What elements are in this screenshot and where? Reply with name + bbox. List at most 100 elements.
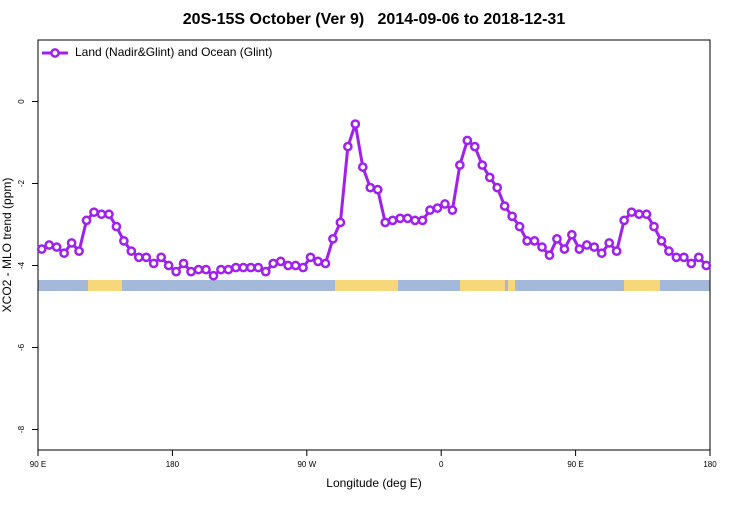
point bbox=[514, 221, 525, 232]
point bbox=[305, 252, 316, 263]
point bbox=[96, 209, 107, 220]
point bbox=[492, 182, 503, 193]
plot-frame bbox=[37, 39, 711, 451]
point bbox=[186, 266, 196, 277]
point bbox=[611, 246, 622, 256]
point bbox=[216, 264, 226, 275]
point bbox=[417, 215, 428, 226]
point bbox=[634, 209, 644, 220]
point bbox=[701, 260, 712, 271]
point bbox=[649, 221, 659, 232]
point bbox=[298, 262, 308, 273]
point bbox=[141, 252, 152, 263]
point bbox=[544, 250, 555, 261]
land-ocean-mask bbox=[38, 280, 710, 291]
point bbox=[133, 252, 144, 263]
y-tick-label: -2 bbox=[17, 179, 26, 187]
point bbox=[679, 252, 689, 263]
point bbox=[656, 236, 667, 246]
x-tick-label: 180 bbox=[703, 460, 717, 469]
point bbox=[238, 262, 249, 273]
point bbox=[111, 221, 122, 232]
point bbox=[604, 238, 615, 248]
point bbox=[260, 266, 271, 277]
point bbox=[522, 236, 532, 246]
point bbox=[268, 258, 279, 269]
point bbox=[119, 236, 129, 246]
point bbox=[350, 119, 361, 129]
point bbox=[447, 205, 458, 215]
x-tick-label: 90 E bbox=[567, 460, 583, 469]
point bbox=[552, 234, 562, 244]
land-band bbox=[460, 280, 505, 291]
point bbox=[529, 236, 540, 246]
point bbox=[231, 262, 241, 273]
land-band bbox=[88, 280, 122, 291]
point bbox=[641, 209, 652, 220]
point bbox=[193, 264, 204, 275]
point bbox=[574, 244, 585, 254]
point bbox=[581, 240, 592, 250]
x-tick-label: 90 W bbox=[297, 460, 316, 469]
point bbox=[201, 264, 211, 275]
point bbox=[59, 248, 69, 259]
legend-marker bbox=[50, 48, 60, 58]
point bbox=[44, 240, 55, 250]
point bbox=[664, 246, 674, 256]
point bbox=[380, 217, 391, 228]
point bbox=[507, 211, 517, 222]
point bbox=[283, 260, 293, 271]
legend-label: Land (Nadir&Glint) and Ocean (Glint) bbox=[75, 45, 272, 59]
point bbox=[126, 246, 137, 256]
point bbox=[313, 256, 323, 267]
point bbox=[410, 215, 420, 226]
y-tick-label: -8 bbox=[17, 425, 26, 433]
point bbox=[462, 135, 473, 146]
point bbox=[693, 252, 704, 263]
point bbox=[596, 248, 607, 259]
point bbox=[477, 160, 488, 170]
point bbox=[455, 160, 465, 170]
point bbox=[425, 205, 435, 215]
point bbox=[499, 201, 510, 211]
point bbox=[559, 244, 570, 254]
land-band bbox=[624, 280, 660, 291]
point bbox=[365, 182, 376, 193]
point bbox=[402, 213, 413, 224]
point bbox=[432, 203, 443, 213]
x-tick-label: 180 bbox=[166, 460, 180, 469]
point bbox=[171, 266, 181, 277]
land-band bbox=[335, 280, 398, 291]
y-axis-label: XCO2 - MLO trend (ppm) bbox=[0, 178, 14, 313]
point bbox=[74, 246, 84, 256]
point bbox=[357, 162, 368, 172]
y-tick-label: -4 bbox=[17, 261, 26, 269]
point bbox=[208, 270, 219, 281]
point bbox=[387, 215, 398, 226]
point bbox=[567, 229, 577, 240]
point bbox=[148, 258, 159, 269]
point bbox=[163, 260, 174, 271]
point bbox=[89, 207, 99, 218]
point bbox=[81, 215, 92, 226]
point bbox=[178, 258, 189, 269]
point bbox=[372, 184, 383, 195]
point bbox=[343, 141, 353, 152]
y-tick-label: -6 bbox=[17, 343, 26, 351]
point bbox=[290, 260, 301, 271]
point bbox=[320, 258, 331, 269]
point bbox=[253, 262, 264, 273]
y-tick-label: 0 bbox=[17, 99, 26, 104]
point bbox=[484, 172, 495, 183]
land-band bbox=[508, 280, 515, 291]
x-tick-label: 0 bbox=[439, 460, 444, 469]
point bbox=[626, 207, 637, 218]
point bbox=[36, 244, 47, 254]
point bbox=[66, 238, 77, 248]
point bbox=[589, 242, 600, 252]
point bbox=[335, 217, 346, 228]
point bbox=[440, 199, 450, 209]
point bbox=[245, 262, 256, 273]
